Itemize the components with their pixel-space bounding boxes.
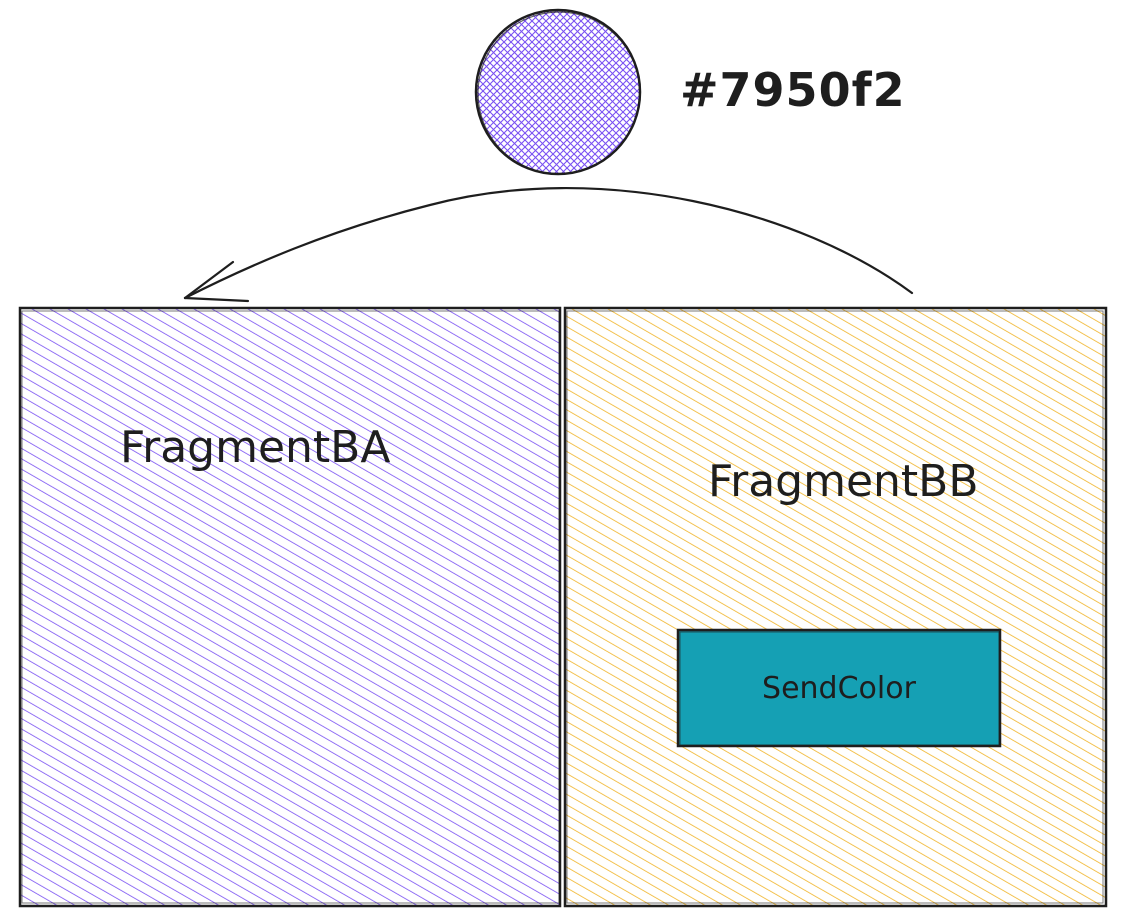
transfer-arrow [183, 186, 914, 303]
color-hex-label: #7950f2 [680, 63, 906, 117]
send-color-button[interactable]: SendColor [676, 628, 1002, 748]
fragment-bb-panel [563, 306, 1108, 908]
fragment-ba-panel [18, 306, 562, 908]
fragment-ba-label: FragmentBA [120, 422, 390, 473]
send-color-button-label: SendColor [762, 671, 917, 706]
color-swatch [474, 8, 642, 176]
fragment-bb-label: FragmentBB [708, 456, 979, 507]
